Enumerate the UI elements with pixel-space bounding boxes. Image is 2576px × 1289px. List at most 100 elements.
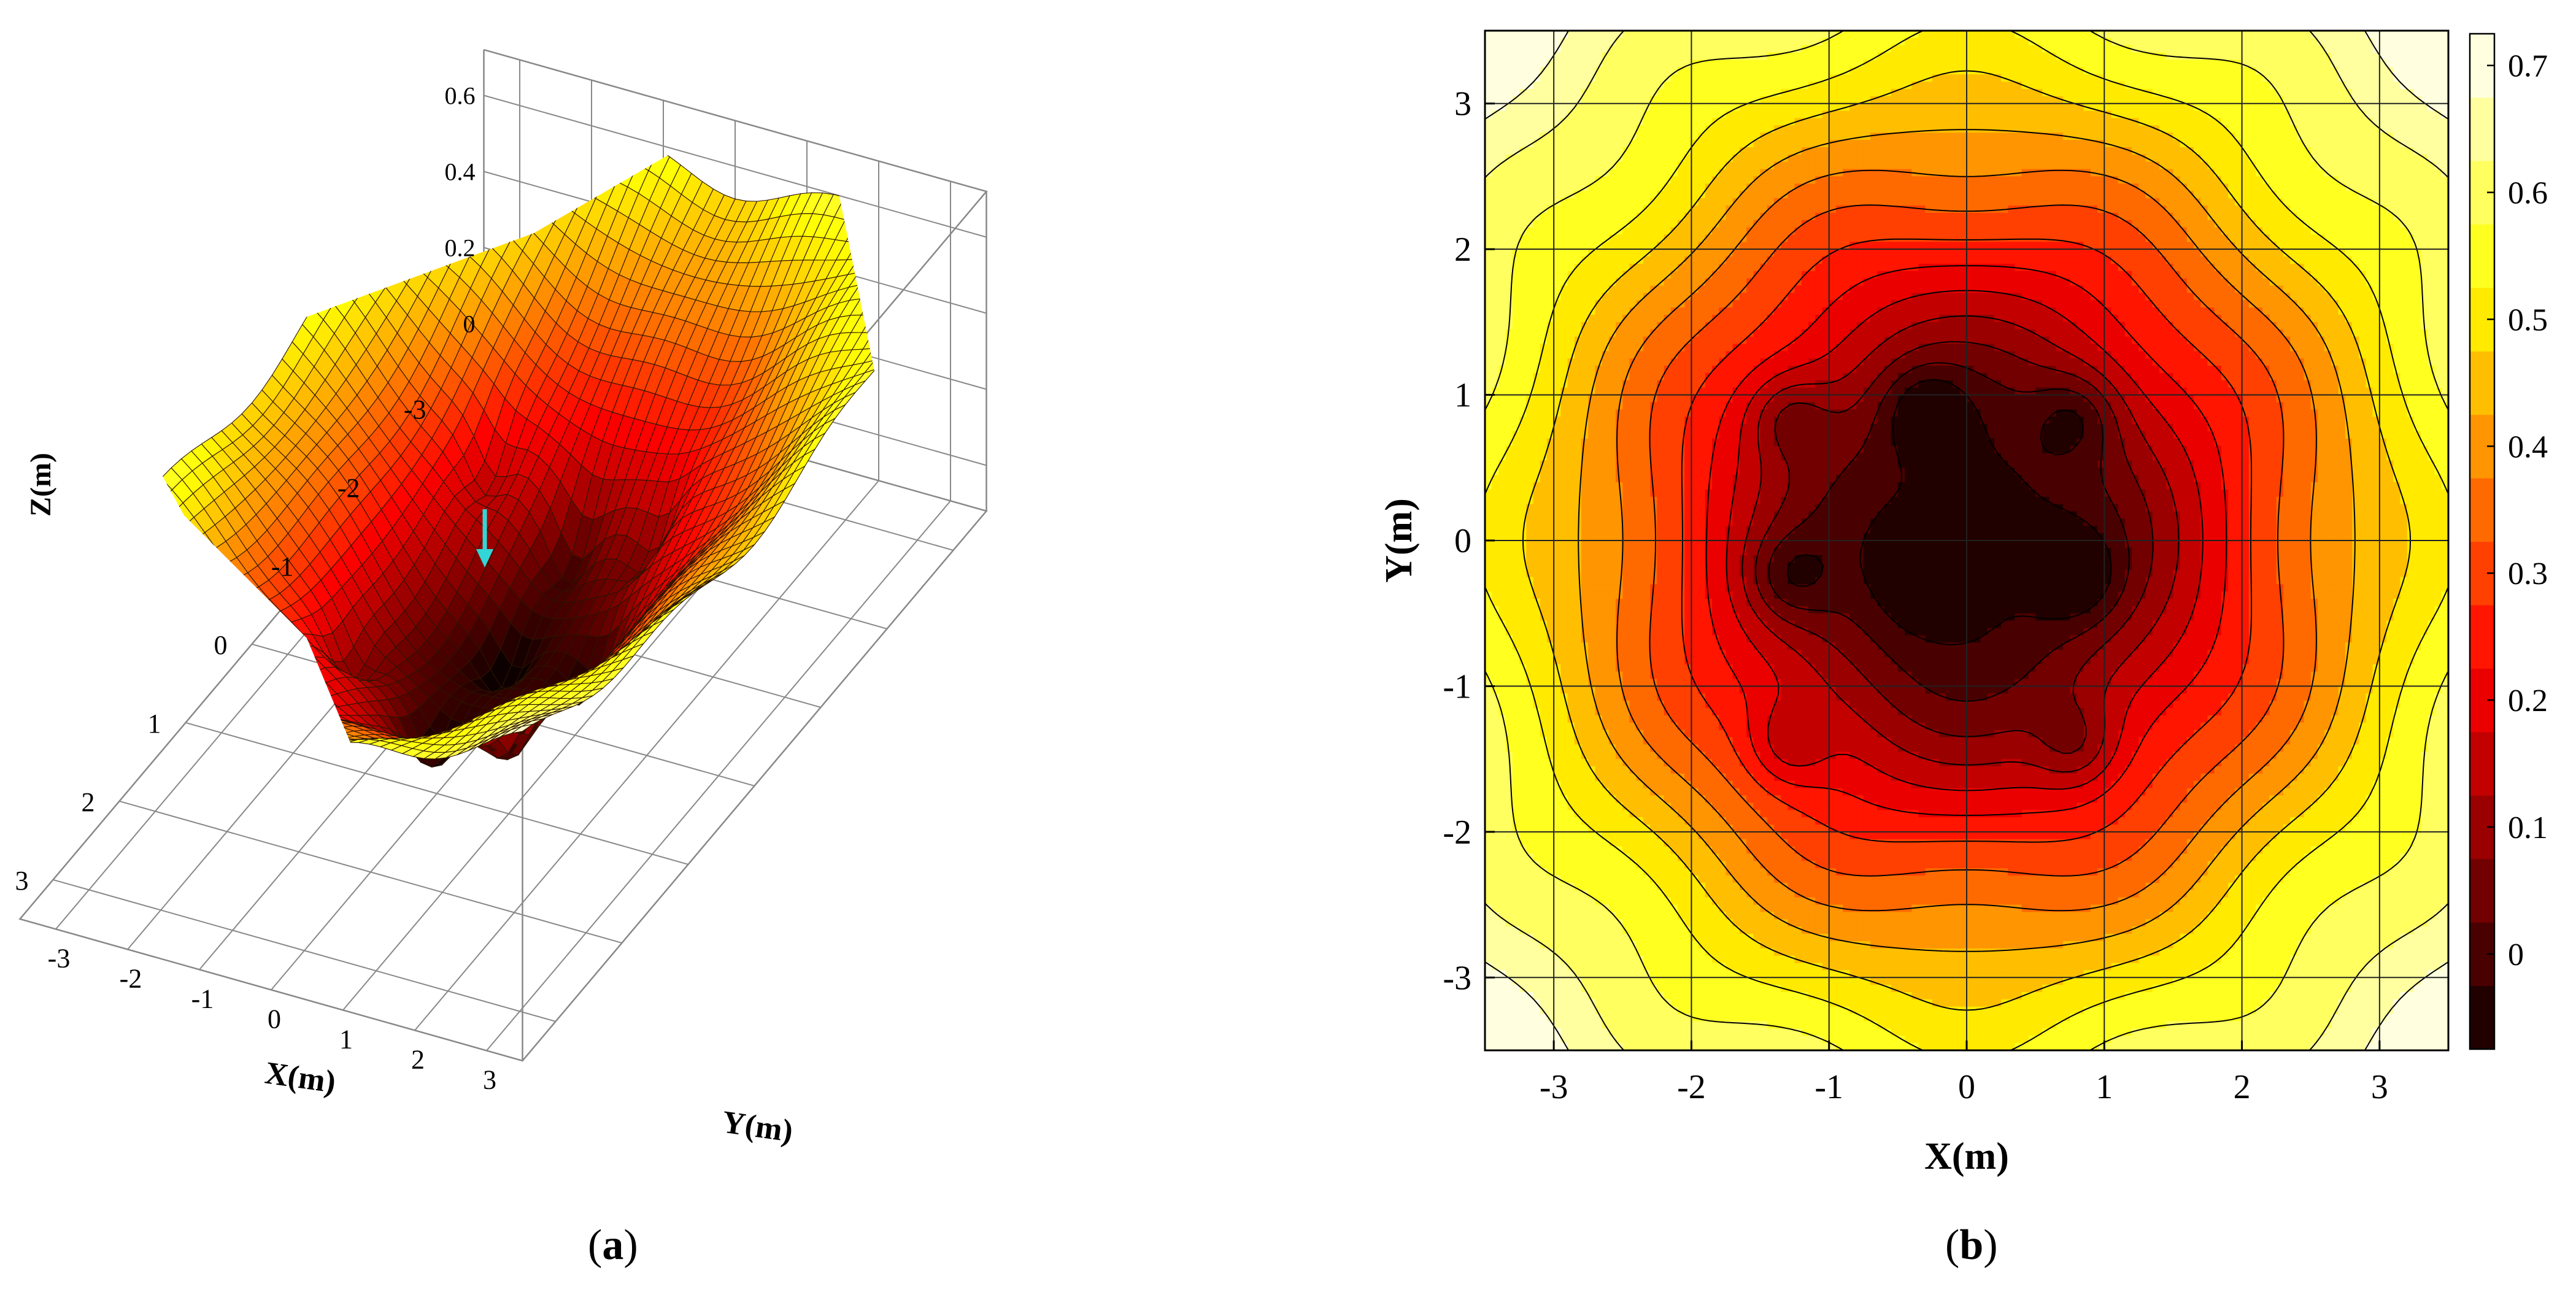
contour-cell — [1567, 82, 1575, 90]
contour-cell — [1526, 606, 1534, 614]
contour-cell — [1519, 941, 1527, 949]
contour-cell — [1546, 372, 1554, 381]
contour-cell — [1505, 1021, 1513, 1029]
contour-cell — [1540, 752, 1548, 760]
surface-quad — [424, 186, 447, 210]
contour-cell — [1485, 60, 1492, 67]
contour-cell — [1595, 256, 1603, 264]
contour-cell — [1581, 577, 1589, 585]
contour-cell — [1505, 409, 1513, 417]
contour-cell — [1588, 831, 1596, 840]
contour-cell — [1512, 948, 1520, 956]
contour-cell — [1533, 744, 1541, 752]
surface-quad — [572, 144, 595, 168]
contour-cell — [1485, 729, 1492, 738]
contour-cell — [1588, 358, 1596, 366]
contour-cell — [1498, 541, 1506, 548]
contour-cell — [1485, 96, 1492, 104]
surface-quad — [126, 625, 148, 644]
contour-cell — [1512, 45, 1520, 53]
contour-cell — [1533, 1028, 1541, 1036]
contour-cell — [1498, 67, 1506, 75]
contour-cell — [1560, 321, 1568, 330]
contour-cell — [1567, 635, 1575, 643]
surface-quad — [179, 637, 201, 655]
contour-cell — [1485, 351, 1492, 359]
contour-cell — [1492, 45, 1500, 53]
contour-cell — [1554, 161, 1561, 170]
contour-cell — [1567, 555, 1575, 563]
surface-quad — [892, 261, 914, 282]
surface-quad — [507, 96, 529, 125]
surface-quad — [325, 740, 346, 745]
surface-quad — [134, 586, 157, 601]
surface-quad — [551, 156, 574, 180]
contour-cell — [1540, 445, 1548, 454]
contour-cell — [1540, 526, 1548, 534]
surface-quad — [153, 543, 175, 561]
contour-cell — [1505, 147, 1513, 155]
contour-cell — [1608, 380, 1616, 388]
contour-cell — [1574, 307, 1582, 315]
contour-cell — [1574, 795, 1582, 803]
contour-cell — [1602, 293, 1610, 301]
contour-cell — [1567, 1021, 1575, 1029]
contour-cell — [1505, 74, 1513, 82]
contour-cell — [1498, 1021, 1506, 1029]
contour-cell — [1567, 314, 1575, 323]
contour-cell — [1540, 693, 1548, 701]
contour-cell — [1540, 263, 1548, 272]
contour-cell — [1567, 970, 1575, 978]
surface-quad — [214, 695, 237, 703]
contour-cell — [1533, 970, 1541, 978]
contour-cell — [1492, 992, 1500, 1000]
contour-cell — [1533, 300, 1541, 308]
contour-cell — [1567, 541, 1575, 548]
contour-cell — [1540, 74, 1548, 82]
contour-cell — [1608, 263, 1616, 272]
contour-cell — [1574, 45, 1582, 53]
y-tick-label-3d: 2 — [411, 1044, 425, 1074]
contour-cell — [1505, 1014, 1513, 1022]
contour-cell — [1512, 729, 1520, 738]
contour-cell — [1505, 766, 1513, 774]
surface-quad — [249, 603, 271, 619]
contour-cell — [1533, 686, 1541, 694]
contour-cell — [1498, 417, 1506, 425]
contour-cell — [1540, 773, 1548, 782]
surface-quad — [242, 681, 266, 694]
contour-cell — [1546, 358, 1554, 366]
contour-cell — [1554, 271, 1561, 279]
contour-cell — [1546, 183, 1554, 191]
contour-cell — [1574, 424, 1582, 432]
contour-cell — [1512, 263, 1520, 272]
contour-cell — [1560, 737, 1568, 745]
surface-quad — [467, 187, 490, 212]
surface-quad — [133, 573, 156, 587]
contour-cell — [1540, 985, 1548, 993]
contour-cell — [1526, 176, 1534, 184]
contour-cell — [1519, 154, 1527, 163]
contour-cell — [1567, 329, 1575, 337]
contour-cell — [1505, 191, 1513, 199]
contour-cell — [1533, 242, 1541, 250]
contour-cell — [1567, 409, 1575, 417]
contour-cell — [1567, 424, 1575, 432]
contour-cell — [1616, 125, 1623, 133]
contour-cell — [1595, 482, 1603, 490]
contour-cell — [1602, 176, 1610, 184]
contour-cell — [1595, 82, 1603, 90]
contour-cell — [1581, 496, 1589, 505]
contour-cell — [1505, 831, 1513, 840]
surface-quad — [144, 567, 166, 581]
contour-cell — [1519, 496, 1527, 505]
contour-cell — [1581, 169, 1589, 177]
contour-cell — [1498, 140, 1506, 148]
surface-quad — [309, 720, 333, 728]
contour-cell — [1546, 701, 1554, 709]
contour-cell — [1533, 839, 1541, 847]
contour-cell — [1505, 824, 1513, 833]
contour-cell — [1519, 788, 1527, 796]
contour-cell — [1512, 402, 1520, 410]
surface-quad — [237, 591, 260, 607]
